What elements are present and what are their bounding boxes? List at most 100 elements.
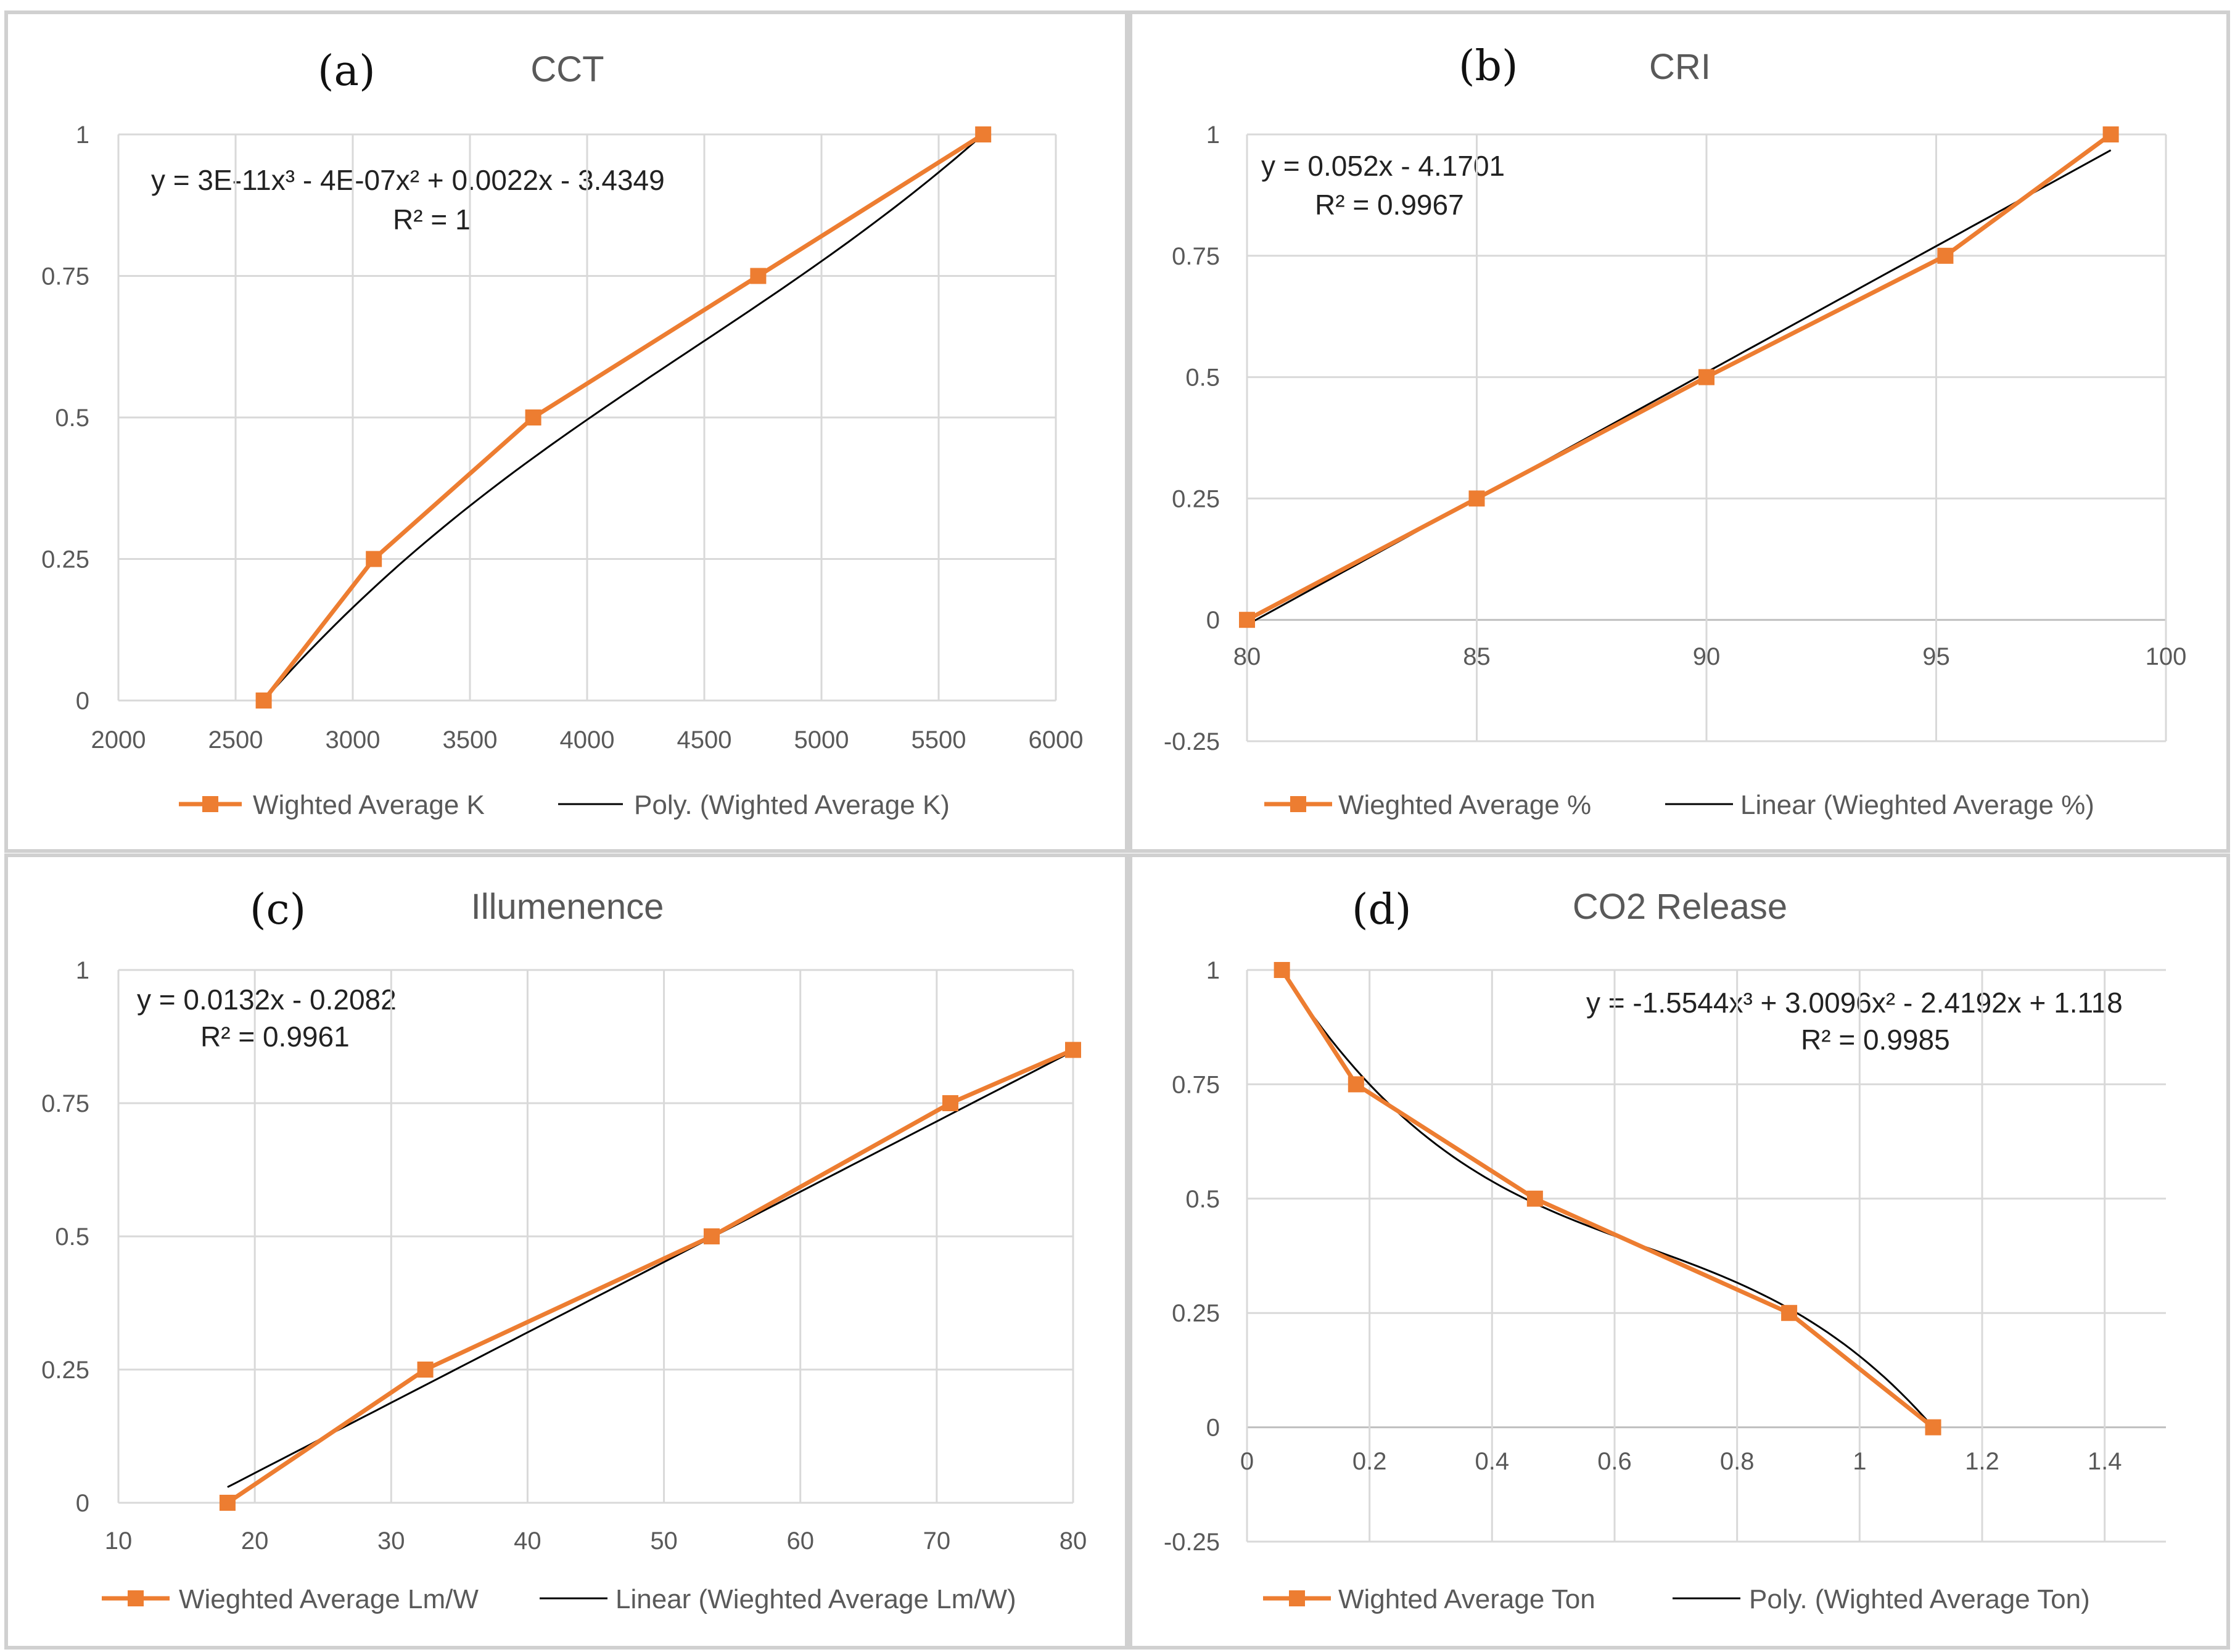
panel-c-x-tick-label: 10 bbox=[105, 1527, 133, 1555]
panel-c-y-tick-label: 1 bbox=[76, 957, 89, 984]
panel-a: (a) CCT y = 3E-11x³ - 4E-07x² + 0.0022x … bbox=[4, 10, 1129, 853]
panel-d-label: (d) bbox=[1352, 886, 1412, 934]
panel-d-x-tick-label: 0.8 bbox=[1720, 1448, 1755, 1475]
panel-a-frame bbox=[4, 10, 1129, 853]
panel-b-frame bbox=[1129, 10, 2230, 853]
panel-a-x-tick-label: 4500 bbox=[677, 726, 732, 754]
panel-c-label: (c) bbox=[250, 886, 306, 934]
panel-c-x-tick-label: 60 bbox=[786, 1527, 814, 1555]
panel-b-x-tick-label: 100 bbox=[2146, 643, 2187, 670]
panel-c-plot: 0 0.25 0.5 0.75 1 10 20 30 40 50 60 70 80 bbox=[41, 957, 1087, 1555]
panel-c: (c) Illumenence y = 0.0132x - 0.2082 R² … bbox=[4, 853, 1129, 1650]
panel-d-r-squared: R² = 0.9985 bbox=[1801, 1024, 1950, 1056]
panel-a-title: CCT bbox=[530, 49, 604, 89]
panel-b-y-tick-label: 0.5 bbox=[1185, 364, 1220, 392]
panel-b-data-point bbox=[1937, 247, 1954, 264]
panel-a-y-tick-label: 0 bbox=[76, 688, 89, 715]
panel-b-data-point bbox=[1239, 612, 1255, 628]
panel-a-y-tick-label: 1 bbox=[76, 121, 89, 149]
panel-c-r-squared: R² = 0.9961 bbox=[200, 1021, 350, 1053]
panel-b-y-tick-label: -0.25 bbox=[1164, 728, 1220, 755]
panel-d-x-tick-label: 0.2 bbox=[1352, 1448, 1387, 1475]
panel-c-y-tick-label: 0.25 bbox=[41, 1357, 89, 1384]
panel-a-y-tick-label: 0.25 bbox=[41, 546, 89, 573]
panel-b-x-tick-label: 90 bbox=[1693, 643, 1721, 670]
panel-b-legend: Wieghted Average % Linear (Wieghted Aver… bbox=[1264, 790, 2094, 820]
panel-c-data-point bbox=[417, 1362, 434, 1378]
panel-a-data-point bbox=[975, 126, 992, 142]
panel-b-y-tick-label: 0 bbox=[1206, 607, 1220, 634]
panel-b-title: CRI bbox=[1649, 47, 1711, 87]
panel-b-x-tick-label: 85 bbox=[1463, 643, 1491, 670]
panel-a-x-tick-label: 6000 bbox=[1029, 726, 1084, 754]
panel-d-y-tick-label: 1 bbox=[1206, 957, 1220, 984]
panel-d-legend-trend-label: Poly. (Wighted Average Ton) bbox=[1749, 1584, 2090, 1614]
panel-a-x-tick-label: 2000 bbox=[91, 726, 146, 754]
panel-d-legend-series-marker bbox=[1289, 1590, 1305, 1606]
panel-c-y-tick-label: 0.75 bbox=[41, 1090, 89, 1117]
panel-d-x-tick-label: 0.4 bbox=[1475, 1448, 1510, 1475]
panel-b-x-tick-label: 95 bbox=[1922, 643, 1950, 670]
panel-a-label: (a) bbox=[318, 47, 376, 96]
panel-d-x-tick-label: 1.4 bbox=[2088, 1448, 2122, 1475]
panel-b-data-point bbox=[1698, 369, 1714, 385]
panel-c-x-tick-label: 20 bbox=[241, 1527, 269, 1555]
panel-d-plot: -0.25 0 0.25 0.5 0.75 1 0 0.2 0.4 0.6 0.8 1 1.2 1.4 bbox=[1164, 957, 2166, 1556]
panel-d-legend-series-label: Wighted Average Ton bbox=[1338, 1584, 1595, 1614]
panel-d-data-point bbox=[1526, 1190, 1543, 1207]
panel-d-legend: Wighted Average Ton Poly. (Wighted Avera… bbox=[1263, 1584, 2090, 1614]
panel-a-legend-trend-label: Poly. (Wighted Average K) bbox=[634, 790, 950, 820]
panel-c-y-tick-label: 0 bbox=[76, 1490, 89, 1517]
panel-a-x-tick-label: 4000 bbox=[560, 726, 615, 754]
panel-a-legend: Wighted Average K Poly. (Wighted Average… bbox=[179, 790, 950, 820]
panel-a-data-point bbox=[366, 551, 382, 567]
panel-a-x-tick-label: 5500 bbox=[912, 726, 966, 754]
panel-a-legend-series-marker bbox=[202, 796, 218, 812]
panel-c-x-tick-label: 50 bbox=[650, 1527, 678, 1555]
panel-d-frame bbox=[1129, 853, 2230, 1650]
panel-b-legend-series-marker bbox=[1290, 796, 1306, 812]
panel-c-frame bbox=[4, 853, 1129, 1650]
panel-a-y-tick-label: 0.75 bbox=[41, 263, 89, 290]
panel-d-y-tick-label: 0.25 bbox=[1172, 1300, 1220, 1327]
panel-a-trendline bbox=[263, 133, 984, 701]
panel-b-data-point bbox=[2102, 126, 2119, 142]
panel-c-x-tick-label: 80 bbox=[1060, 1527, 1087, 1555]
panel-a-data-point bbox=[525, 409, 541, 425]
panel-d-y-tick-label: 0.5 bbox=[1185, 1186, 1220, 1213]
panel-b-plot: -0.25 0 0.25 0.5 0.75 1 80 85 90 95 100 bbox=[1164, 121, 2187, 755]
panel-d-title: CO2 Release bbox=[1573, 887, 1787, 927]
panel-c-equation: y = 0.0132x - 0.2082 bbox=[137, 984, 397, 1016]
panel-a-x-tick-label: 2500 bbox=[208, 726, 263, 754]
panel-c-x-tick-label: 40 bbox=[514, 1527, 541, 1555]
panel-d-x-tick-label: 0 bbox=[1240, 1448, 1254, 1475]
panel-a-y-tick-label: 0.5 bbox=[55, 405, 89, 432]
panel-b-y-tick-label: 0.25 bbox=[1172, 485, 1220, 512]
panel-c-x-tick-label: 30 bbox=[377, 1527, 405, 1555]
panel-c-x-tick-label: 70 bbox=[923, 1527, 951, 1555]
panel-c-legend-series-marker bbox=[128, 1590, 144, 1606]
panel-c-data-point bbox=[942, 1095, 958, 1111]
panel-d-y-tick-label: -0.25 bbox=[1164, 1529, 1220, 1556]
panel-a-plot: 0 0.25 0.5 0.75 1 2000 2500 3000 3500 4000 4500 500… bbox=[41, 121, 1083, 754]
panel-a-x-tick-label: 3000 bbox=[326, 726, 381, 754]
panel-d-data-point bbox=[1781, 1305, 1798, 1321]
panel-c-legend: Wieghted Average Lm/W Linear (Wieghted A… bbox=[102, 1584, 1016, 1614]
panel-c-data-point bbox=[219, 1495, 236, 1511]
panel-b: (b) CRI y = 0.052x - 4.1701 R² = 0.9967 … bbox=[1129, 10, 2230, 853]
panel-c-data-point bbox=[1065, 1042, 1081, 1058]
panel-d: (d) CO2 Release y = -1.5544x³ + 3.0096x²… bbox=[1129, 853, 2230, 1650]
panel-c-legend-series-label: Wieghted Average Lm/W bbox=[179, 1584, 479, 1614]
panel-d-data-point bbox=[1925, 1419, 1941, 1436]
panel-b-legend-trend-label: Linear (Wieghted Average %) bbox=[1740, 790, 2094, 820]
panel-a-data-point bbox=[750, 268, 767, 284]
panel-c-legend-trend-label: Linear (Wieghted Average Lm/W) bbox=[615, 1584, 1016, 1614]
panel-d-equation: y = -1.5544x³ + 3.0096x² - 2.4192x + 1.1… bbox=[1586, 987, 2123, 1019]
panel-c-title: Illumenence bbox=[471, 887, 664, 927]
panel-d-x-tick-label: 1.2 bbox=[1965, 1448, 1999, 1475]
panel-a-data-point bbox=[255, 692, 272, 709]
panel-d-y-tick-label: 0.75 bbox=[1172, 1071, 1220, 1098]
panel-a-r-squared: R² = 1 bbox=[393, 203, 471, 236]
